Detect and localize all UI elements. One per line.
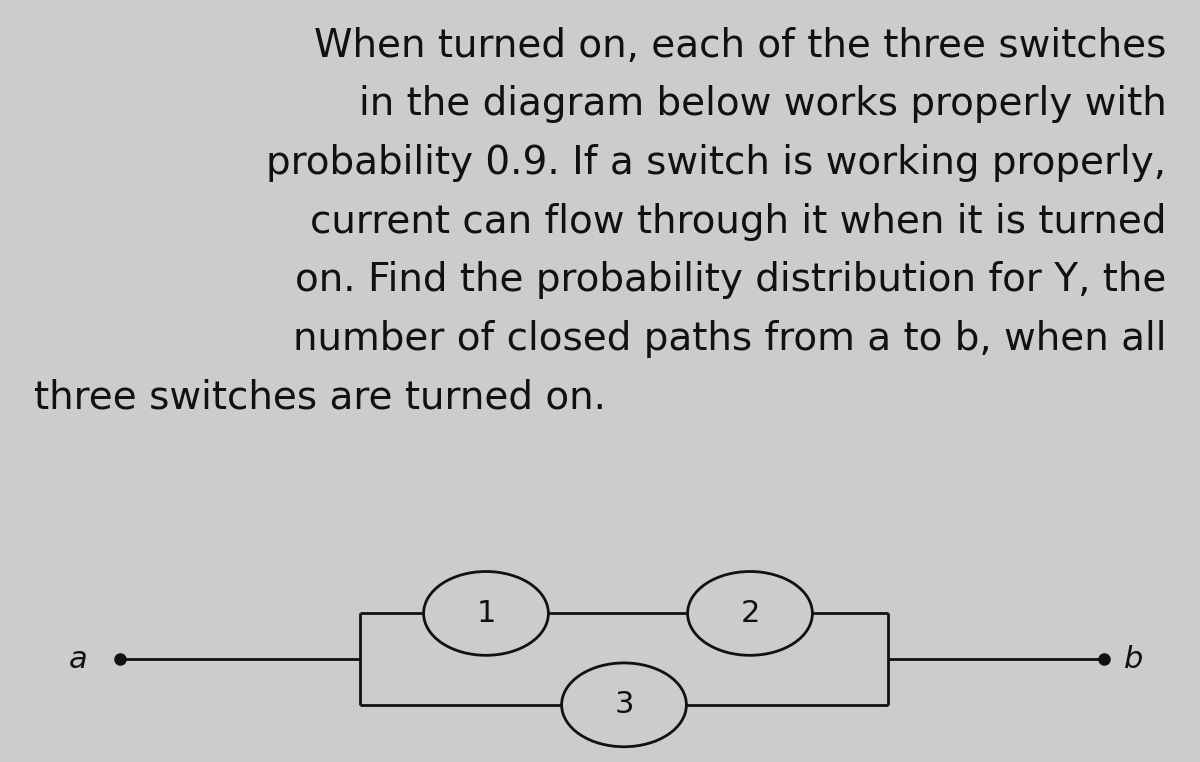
Text: b: b — [1124, 645, 1144, 674]
Text: current can flow through it when it is turned: current can flow through it when it is t… — [310, 203, 1166, 241]
Text: a: a — [68, 645, 88, 674]
Text: on. Find the probability distribution for Y, the: on. Find the probability distribution fo… — [295, 261, 1166, 299]
Ellipse shape — [688, 572, 812, 655]
Text: 2: 2 — [740, 599, 760, 628]
Ellipse shape — [424, 572, 548, 655]
Text: probability 0.9. If a switch is working properly,: probability 0.9. If a switch is working … — [266, 144, 1166, 182]
Text: three switches are turned on.: three switches are turned on. — [34, 379, 606, 417]
Text: in the diagram below works properly with: in the diagram below works properly with — [359, 85, 1166, 123]
Text: 1: 1 — [476, 599, 496, 628]
Text: When turned on, each of the three switches: When turned on, each of the three switch… — [314, 27, 1166, 65]
Ellipse shape — [562, 663, 686, 747]
Text: 3: 3 — [614, 690, 634, 719]
Text: number of closed paths from a to b, when all: number of closed paths from a to b, when… — [293, 320, 1166, 358]
